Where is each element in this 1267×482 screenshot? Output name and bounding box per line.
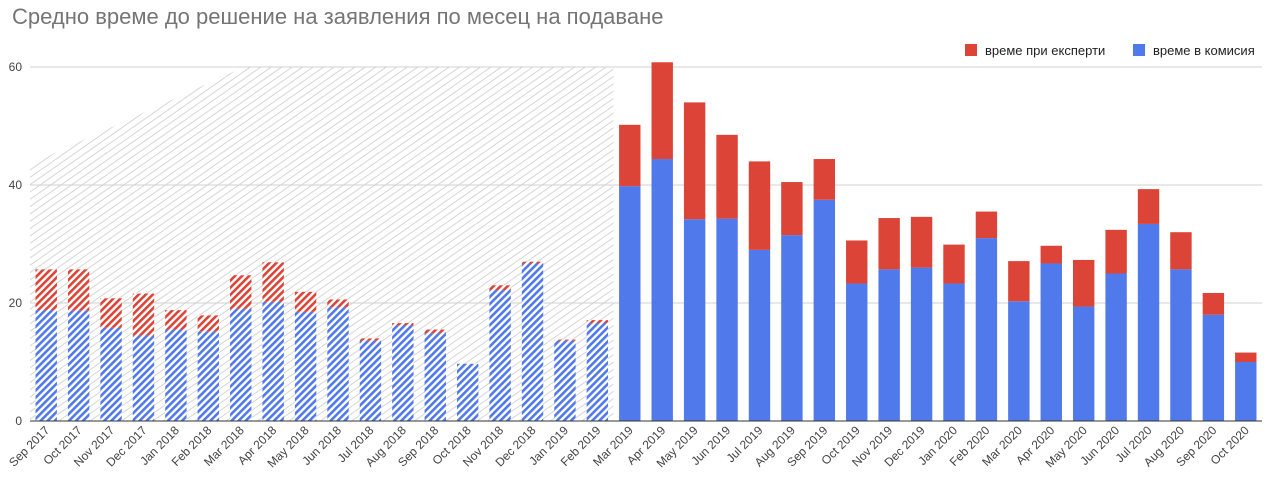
bar-eksperti xyxy=(132,293,155,336)
bar-eksperti xyxy=(1008,261,1030,302)
bar-komisiya xyxy=(683,219,706,421)
bar-eksperti xyxy=(165,310,187,330)
bar-eksperti xyxy=(424,329,446,334)
bar-eksperti xyxy=(262,262,284,302)
y-tick-label: 0 xyxy=(15,414,22,428)
bar-komisiya xyxy=(100,327,122,421)
bar-eksperti xyxy=(521,261,544,264)
bar-komisiya xyxy=(748,249,771,421)
bar-komisiya xyxy=(489,290,511,421)
bar-komisiya xyxy=(846,283,868,421)
bar-komisiya xyxy=(294,311,317,421)
legend-swatch xyxy=(965,44,977,56)
bar-eksperti xyxy=(619,124,641,187)
bar-komisiya xyxy=(1072,306,1095,421)
legend: време при експерти време в комисия xyxy=(965,43,1255,58)
bar-eksperti xyxy=(683,102,706,220)
bar-eksperti xyxy=(651,62,673,160)
bars xyxy=(35,62,1257,422)
y-tick-label: 60 xyxy=(9,60,23,74)
bar-komisiya xyxy=(359,340,382,421)
y-tick-label: 40 xyxy=(9,178,23,192)
bar-komisiya xyxy=(910,267,933,421)
bar-eksperti xyxy=(67,269,90,311)
bar-eksperti xyxy=(813,159,836,200)
bar-komisiya xyxy=(35,310,57,421)
bar-komisiya xyxy=(392,325,414,421)
bar-eksperti xyxy=(392,323,414,326)
bar-komisiya xyxy=(878,269,900,421)
bar-komisiya xyxy=(781,235,803,421)
bar-eksperti xyxy=(781,182,803,236)
bar-eksperti xyxy=(489,285,511,291)
bar-komisiya xyxy=(1008,301,1030,421)
bar-komisiya xyxy=(132,335,155,421)
bar-komisiya xyxy=(586,323,609,421)
bar-eksperti xyxy=(197,315,220,332)
legend-swatch xyxy=(1133,44,1145,56)
y-tick-label: 20 xyxy=(9,296,23,310)
bar-komisiya xyxy=(67,310,90,421)
bar-komisiya xyxy=(262,301,284,421)
bar-komisiya xyxy=(651,159,673,422)
bar-eksperti xyxy=(1072,259,1095,307)
bar-komisiya xyxy=(813,199,836,421)
bar-eksperti xyxy=(1040,245,1062,264)
bar-eksperti xyxy=(910,216,933,268)
bar-eksperti xyxy=(327,299,349,308)
bar-eksperti xyxy=(748,161,771,250)
bar-komisiya xyxy=(943,283,965,421)
bar-komisiya xyxy=(1202,314,1225,421)
bar-eksperti xyxy=(975,211,998,239)
bar-eksperti xyxy=(1170,232,1192,270)
bar-eksperti xyxy=(846,240,868,284)
bar-komisiya xyxy=(1235,362,1257,421)
bar-komisiya xyxy=(327,307,349,421)
bar-komisiya xyxy=(619,186,641,421)
bar-komisiya xyxy=(165,329,187,421)
bar-eksperti xyxy=(1235,352,1257,362)
bar-komisiya xyxy=(1105,273,1127,421)
bar-komisiya xyxy=(424,333,446,421)
bar-komisiya xyxy=(197,331,220,421)
bar-eksperti xyxy=(35,269,57,311)
bar-eksperti xyxy=(1202,292,1225,315)
bar-komisiya xyxy=(716,218,738,421)
bar-komisiya xyxy=(975,238,998,421)
bar-eksperti xyxy=(359,338,382,341)
bar-komisiya xyxy=(1170,269,1192,421)
bar-eksperti xyxy=(586,320,609,324)
bar-eksperti xyxy=(1105,229,1127,274)
bar-eksperti xyxy=(230,275,252,309)
bar-eksperti xyxy=(554,339,576,341)
bar-eksperti xyxy=(294,291,317,312)
bar-komisiya xyxy=(554,340,576,421)
bar-eksperti xyxy=(716,134,738,219)
bar-komisiya xyxy=(456,363,479,421)
bar-komisiya xyxy=(1137,223,1160,421)
bar-komisiya xyxy=(1040,263,1062,421)
bar-komisiya xyxy=(230,308,252,421)
legend-label: време при експерти xyxy=(985,43,1105,58)
legend-label: време в комисия xyxy=(1153,43,1255,58)
bar-eksperti xyxy=(943,244,965,284)
bar-eksperti xyxy=(100,298,122,328)
bar-eksperti xyxy=(878,218,900,270)
chart-title: Средно време до решение на заявления по … xyxy=(12,4,664,29)
bar-komisiya xyxy=(521,263,544,421)
bar-eksperti xyxy=(1137,189,1160,224)
